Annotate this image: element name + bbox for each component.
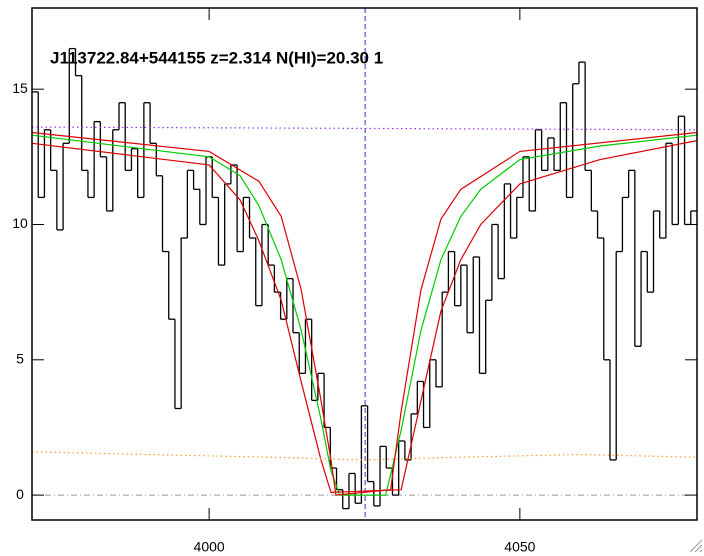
model-curve (32, 140, 697, 494)
dotted-curve (32, 126, 697, 131)
y-tick-label: 15 (12, 80, 28, 96)
plot-frame (31, 7, 698, 521)
step-connector (37, 48, 692, 509)
x-tick-label: 4000 (194, 539, 225, 555)
model-curve (32, 134, 697, 496)
model-curve (32, 131, 697, 496)
chart-title: J113722.84+544155 z=2.314 N(HI)=20.30 1 (50, 48, 383, 67)
plot-area (32, 8, 697, 520)
y-tick-label: 10 (12, 215, 28, 231)
y-tick-label: 0 (16, 486, 24, 502)
dotted-curve (32, 451, 697, 461)
y-tick-label: 5 (16, 351, 24, 367)
x-tick-label: 4050 (504, 539, 535, 555)
resize-grip (689, 539, 703, 553)
